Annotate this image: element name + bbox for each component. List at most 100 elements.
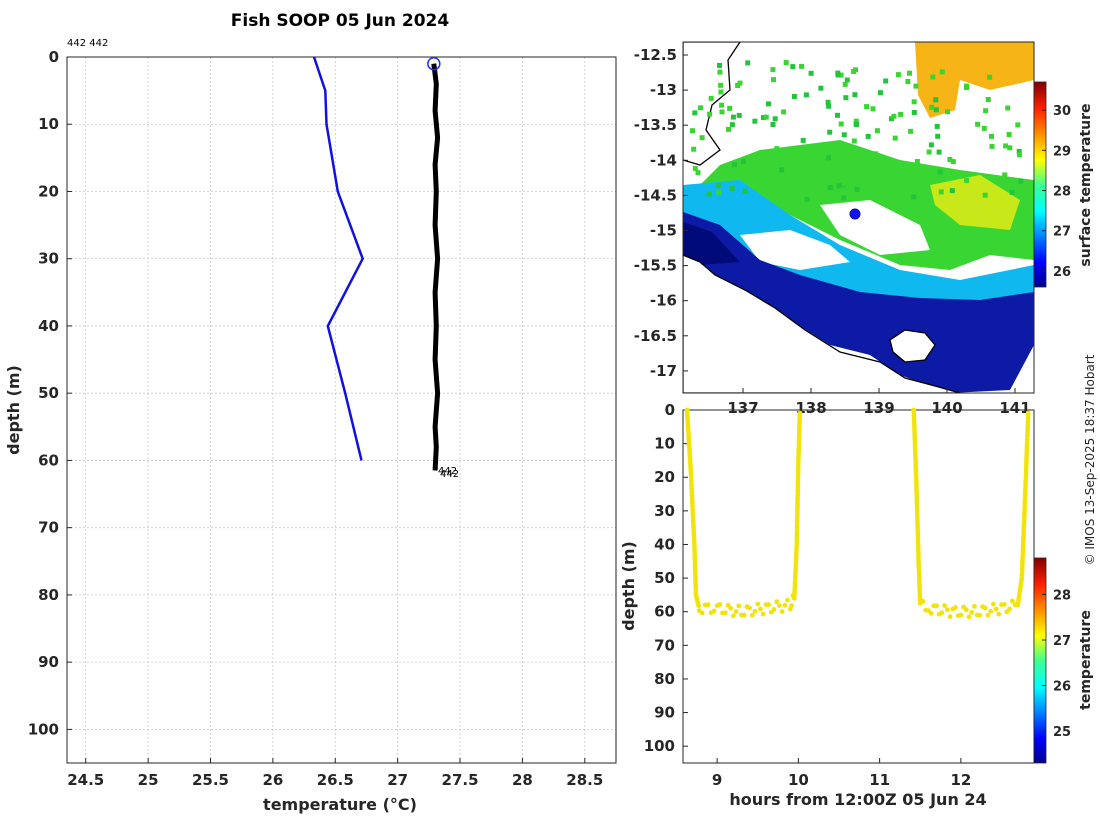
timeseries-y-axis-label: depth (m) xyxy=(619,541,638,631)
y-tick-label: 60 xyxy=(38,451,59,469)
ts-point xyxy=(747,605,752,611)
ts-point xyxy=(728,605,734,611)
sst-pixel xyxy=(835,70,841,76)
ts-point xyxy=(705,602,711,608)
sst-pixel xyxy=(975,121,981,127)
sst-pixel xyxy=(708,95,714,101)
sst-pixel xyxy=(964,178,970,184)
sst-pixel xyxy=(695,170,701,176)
sst-pixel xyxy=(911,194,917,200)
sst-pixel xyxy=(985,97,991,102)
y-tick-label: 0 xyxy=(49,48,59,66)
ts-point xyxy=(947,614,953,620)
ts-y-tick-label: 60 xyxy=(654,603,675,621)
ts-point xyxy=(1025,410,1031,416)
ts-point xyxy=(1009,598,1015,604)
sst-pixel xyxy=(1005,105,1011,111)
sst-pixel xyxy=(939,69,945,75)
sst-pixel xyxy=(964,85,969,90)
island-outline xyxy=(889,329,936,363)
sst-pixel xyxy=(767,154,773,160)
sst-pixel xyxy=(864,104,870,110)
ts-point xyxy=(741,612,747,618)
ts-point xyxy=(696,603,701,609)
sst-pixel xyxy=(826,155,831,161)
sst-deep-cold xyxy=(683,222,740,265)
sst-pixel xyxy=(945,109,950,115)
sst-pixel xyxy=(825,99,831,105)
sst-pixel xyxy=(741,159,746,164)
sst-pixel xyxy=(936,149,942,155)
ts-point xyxy=(789,603,794,609)
sst-pixel xyxy=(913,83,919,89)
sst-pixel xyxy=(716,189,722,195)
sst-pixel xyxy=(827,185,833,191)
sst-pixel xyxy=(835,112,840,118)
sst-pixel xyxy=(911,110,917,115)
sst-pixel xyxy=(790,64,796,70)
sst-pixel xyxy=(838,121,844,127)
ts-point xyxy=(717,602,723,607)
map-colorbar-tick-label: 27 xyxy=(1053,225,1071,240)
ts-y-tick-label: 90 xyxy=(654,704,675,722)
y-tick-label: 10 xyxy=(38,115,59,133)
map-y-tick-label: -15 xyxy=(650,222,677,240)
timeseries-x-axis-label: hours from 12:00Z 05 Jun 24 xyxy=(729,790,986,809)
sst-pixel xyxy=(718,89,724,95)
ts-point xyxy=(736,603,742,609)
ts-point xyxy=(777,603,782,608)
ts-point xyxy=(771,607,777,612)
sst-pixel xyxy=(870,106,876,112)
ts-point xyxy=(731,613,736,619)
sst-pixel xyxy=(804,196,810,202)
sst-pixel xyxy=(752,118,758,124)
sst-pixel xyxy=(938,189,944,195)
profile-panel: 24.5 25 25.5 26 26.5 27 27.5 28 28.5 0 10 20 30 40 50… xyxy=(4,48,617,814)
sst-pixel xyxy=(983,108,989,114)
ts-point xyxy=(782,602,788,608)
ts-point xyxy=(996,611,1002,617)
figure-title: Fish SOOP 05 Jun 2024 xyxy=(231,11,450,31)
climatology-line xyxy=(312,56,365,461)
ts-point xyxy=(711,608,717,614)
sst-pixel xyxy=(707,111,713,117)
sst-pixel xyxy=(892,135,898,141)
sst-pixel xyxy=(717,62,722,68)
y-tick-label: 80 xyxy=(38,586,59,604)
ts-y-tick-label: 40 xyxy=(654,535,675,553)
sst-pixel xyxy=(930,74,936,80)
profile-end-label: 442 xyxy=(440,469,459,480)
temperature-colorbar xyxy=(1033,557,1047,764)
sst-warm-patch xyxy=(915,42,1034,118)
sst-pixel xyxy=(934,123,940,129)
ts-y-tick-label: 0 xyxy=(665,401,675,419)
sst-pixel xyxy=(692,110,698,116)
map-y-tick-label: -12.5 xyxy=(634,46,677,64)
sst-pixel xyxy=(692,165,698,171)
vessel-position-marker xyxy=(849,208,861,220)
sst-white-gap xyxy=(740,230,850,270)
ts-point xyxy=(1001,602,1007,607)
ts-point xyxy=(953,605,958,610)
profile-x-axis-label: temperature (°C) xyxy=(263,795,417,814)
sst-pixel xyxy=(908,128,914,134)
sst-pixel xyxy=(745,60,751,66)
sst-pixel xyxy=(937,169,943,175)
sst-pixel xyxy=(1016,152,1022,158)
sst-pixel xyxy=(826,103,832,109)
ts-x-tick-label: 11 xyxy=(869,771,890,789)
sst-pixel xyxy=(727,105,733,111)
x-tick-label: 26.5 xyxy=(317,771,354,789)
sst-pixel xyxy=(950,159,956,165)
map-y-tick-label: -16 xyxy=(650,292,677,310)
sst-pixel xyxy=(698,105,703,111)
sst-pixel xyxy=(717,69,723,75)
profile-axes-frame xyxy=(66,56,617,764)
sst-pixel xyxy=(852,92,858,98)
ts-point xyxy=(722,610,728,616)
map-y-tick-label: -13.5 xyxy=(634,116,677,134)
map-y-tick-label: -14 xyxy=(650,151,677,169)
sst-pixel xyxy=(1015,122,1021,128)
sst-pixel xyxy=(706,191,712,197)
